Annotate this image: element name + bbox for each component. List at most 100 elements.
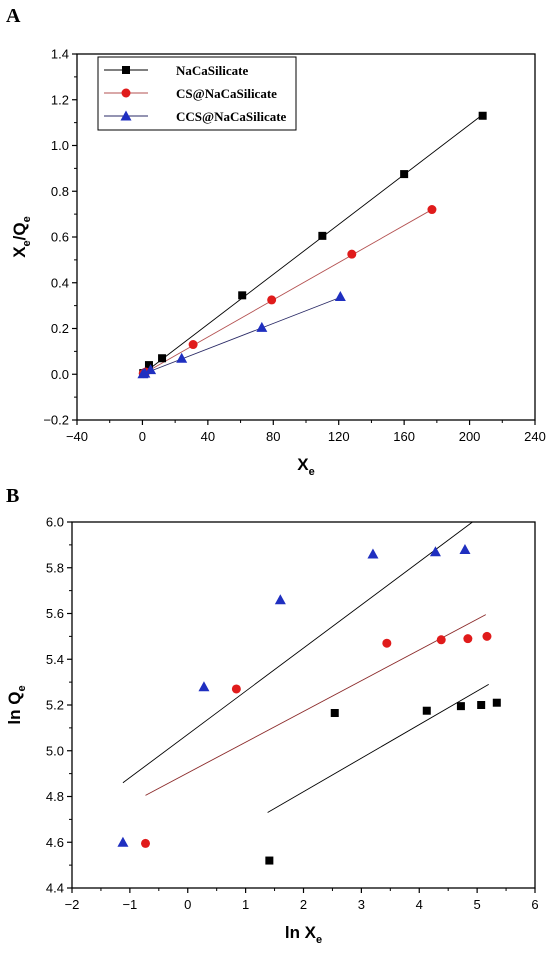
- y-tick-label: 5.0: [46, 743, 64, 758]
- x-tick-label: 3: [358, 897, 365, 912]
- x-tick-label: 1: [242, 897, 249, 912]
- legend-label: CS@NaCaSilicate: [176, 86, 277, 101]
- y-axis-title-main: X: [10, 246, 29, 258]
- y-tick-label: 0.2: [51, 321, 69, 336]
- x-tick-label: −40: [66, 429, 88, 444]
- data-point-circle: [382, 638, 392, 648]
- fit-line-square: [142, 114, 483, 375]
- x-tick-label: 0: [139, 429, 146, 444]
- x-tick-label: 80: [266, 429, 280, 444]
- x-tick-label: 4: [416, 897, 423, 912]
- x-tick-label: 0: [184, 897, 191, 912]
- data-point-circle: [188, 340, 198, 350]
- data-point-square: [456, 702, 465, 711]
- data-point-circle: [436, 635, 446, 645]
- legend-box: [97, 56, 297, 131]
- y-axis-title-sub: e: [21, 216, 33, 222]
- data-point-circle: [427, 205, 437, 215]
- y-tick-label: 0.8: [51, 184, 69, 199]
- y-tick-label: 5.2: [46, 698, 64, 713]
- data-point-circle: [141, 838, 151, 848]
- x-tick-label: −1: [122, 897, 137, 912]
- x-axis-title: ln Xe: [285, 923, 322, 946]
- data-point-circle: [347, 249, 357, 259]
- legend-label: CCS@NaCaSilicate: [176, 109, 287, 124]
- fit-line-circle: [142, 209, 433, 375]
- legend-label: NaCaSilicate: [176, 63, 248, 78]
- data-point-triangle: [139, 367, 151, 378]
- data-point-square: [238, 291, 247, 300]
- data-point-square: [477, 701, 486, 709]
- data-point-triangle: [274, 594, 286, 605]
- y-tick-label: 4.8: [46, 789, 64, 804]
- panel-label-b: B: [6, 485, 19, 507]
- chart-a: −40 0 40 80 120 160 200 240 −0.2 0.0 0.2 0.4 0.6 0.8 1…: [10, 47, 546, 479]
- y-tick-label: 0.4: [51, 275, 69, 290]
- x-tick-label: 2: [300, 897, 307, 912]
- fit-line-triangle: [122, 521, 473, 784]
- y-tick-label: 5.8: [46, 560, 64, 575]
- data-point-square: [400, 170, 409, 179]
- x-tick-label: 5: [474, 897, 481, 912]
- fit-line-square: [267, 684, 489, 813]
- y-tick-label: 4.6: [46, 835, 64, 850]
- x-axis-title-sub: e: [316, 934, 322, 946]
- x-tick-label: 160: [393, 429, 415, 444]
- y-tick-label: 1.4: [51, 47, 69, 62]
- data-point-square: [422, 706, 431, 715]
- data-point-square: [265, 856, 274, 865]
- y-tick-label: 5.4: [46, 652, 64, 667]
- data-point-triangle: [459, 543, 471, 554]
- y-tick-label: −0.2: [43, 413, 69, 428]
- y-tick-label: 0.0: [51, 367, 69, 382]
- y-axis-title-main: ln Q: [5, 692, 24, 725]
- data-point-circle: [482, 631, 492, 641]
- x-tick-label: 120: [328, 429, 350, 444]
- data-point-triangle: [256, 321, 268, 332]
- data-point-triangle: [145, 364, 157, 375]
- data-point-triangle: [429, 546, 441, 557]
- data-point-circle: [463, 634, 473, 644]
- x-tick-label: −2: [65, 897, 80, 912]
- y-axis-title: ln Qe: [5, 685, 28, 724]
- legend-marker-triangle: [120, 110, 132, 121]
- data-point-circle: [267, 295, 277, 305]
- y-axis-title-main: /Q: [10, 222, 29, 240]
- x-axis-title-main: X: [297, 455, 309, 474]
- data-point-square: [144, 361, 153, 370]
- data-point-square: [478, 111, 487, 120]
- data-point-triangle: [367, 548, 379, 559]
- panel-label-a: A: [6, 5, 21, 27]
- data-point-circle: [231, 684, 241, 694]
- legend-marker-circle: [121, 88, 131, 98]
- y-tick-label: 1.0: [51, 138, 69, 153]
- x-tick-label: 6: [531, 897, 538, 912]
- data-point-triangle: [176, 352, 188, 363]
- data-point-triangle: [198, 681, 210, 692]
- chart-b: −2 −1 0 1 2 3 4 5 6 4.4 4.6 4.8 5.0 5.2 5.4 5.6 5.8 6.0 ln…: [5, 515, 539, 947]
- y-tick-label: 5.6: [46, 606, 64, 621]
- data-point-triangle: [334, 290, 346, 301]
- x-tick-label: 240: [524, 429, 546, 444]
- y-tick-label: 6.0: [46, 515, 64, 530]
- x-axis-title: Xe: [297, 455, 314, 478]
- data-point-square: [158, 354, 167, 363]
- y-tick-label: 1.2: [51, 92, 69, 107]
- x-axis-title-sub: e: [309, 466, 315, 478]
- x-axis-title-main: ln X: [285, 923, 317, 942]
- data-point-triangle: [117, 836, 129, 847]
- legend-marker-square: [122, 66, 130, 74]
- x-tick-label: 200: [459, 429, 481, 444]
- fit-line-triangle: [142, 296, 341, 375]
- data-point-square: [330, 709, 339, 718]
- y-tick-label: 0.6: [51, 230, 69, 245]
- plot-frame: [71, 521, 536, 889]
- y-axis-title: Xe/Qe: [10, 216, 33, 258]
- fit-line-circle: [145, 614, 487, 796]
- y-axis-title-sub: e: [16, 685, 28, 691]
- data-point-square: [492, 698, 501, 707]
- y-axis-title-sub: e: [21, 240, 33, 246]
- data-point-square: [318, 231, 327, 240]
- x-tick-label: 40: [201, 429, 215, 444]
